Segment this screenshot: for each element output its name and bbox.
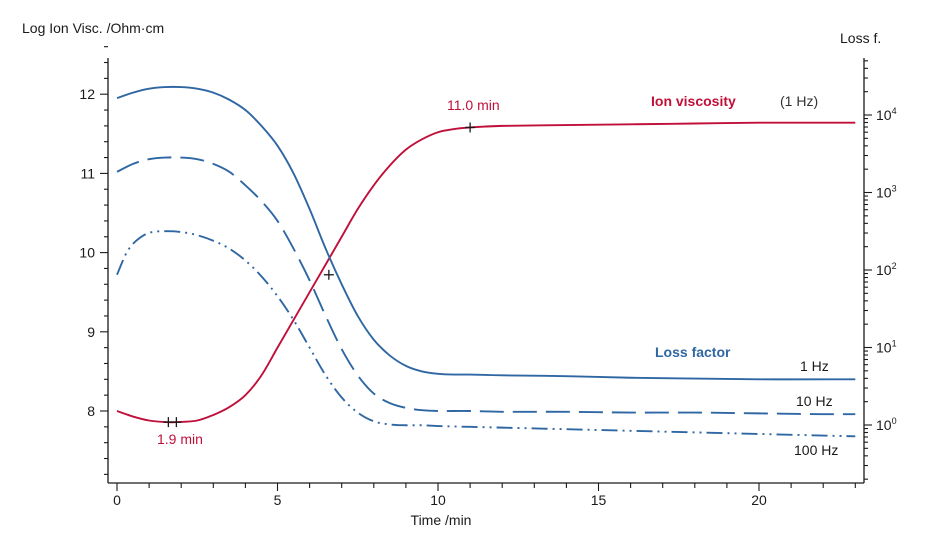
loss-factor-label: Loss factor — [655, 344, 731, 360]
y-right-tick-label: 103 — [876, 184, 897, 201]
series-line-3 — [116, 156, 856, 416]
y-right-tick-label: 101 — [876, 339, 897, 356]
x-tick-label: 15 — [591, 492, 607, 508]
series-layer — [116, 85, 856, 438]
x-tick-label: 10 — [430, 492, 446, 508]
y-right-tick-label: 100 — [876, 416, 897, 433]
y-left-tick-label: 11 — [80, 165, 95, 181]
minimum-time-label: 1.9 min — [157, 431, 203, 447]
series-line-2 — [116, 85, 856, 381]
y-right-tick-label: 102 — [876, 261, 897, 278]
y-left-tick-label: 10 — [79, 245, 95, 261]
axis-ticks: 0 5 10 15 20 8 9 10 11 12 100 101 102 103 104 — [79, 46, 897, 508]
cross-marker — [171, 417, 182, 428]
y-left-tick-label: 9 — [87, 324, 95, 340]
y-axis-left-title: Log Ion Visc. /Ohm·cm — [22, 20, 164, 36]
marker-layer — [163, 122, 476, 428]
series-label-1hz: 1 Hz — [800, 358, 829, 374]
y-axis-right-title: Loss f. — [840, 30, 881, 46]
x-axis-title: Time /min — [411, 512, 472, 528]
maximum-time-label: 11.0 min — [447, 97, 500, 113]
y-left-tick-label: 12 — [79, 86, 95, 102]
ion-viscosity-label: Ion viscosity — [651, 93, 736, 109]
y-left-tick-label: 8 — [87, 403, 95, 419]
x-tick-label: 20 — [751, 492, 767, 508]
y-right-tick-label: 104 — [876, 106, 897, 123]
series-line-4 — [116, 230, 856, 438]
series-label-100hz: 100 Hz — [794, 442, 838, 458]
ion-viscosity-frequency: (1 Hz) — [780, 93, 818, 109]
series-label-10hz: 10 Hz — [796, 393, 833, 409]
x-tick-label: 0 — [113, 492, 121, 508]
cross-marker — [465, 122, 476, 133]
series-line-1 — [116, 121, 856, 424]
cross-marker — [323, 269, 334, 280]
x-tick-label: 5 — [274, 492, 282, 508]
